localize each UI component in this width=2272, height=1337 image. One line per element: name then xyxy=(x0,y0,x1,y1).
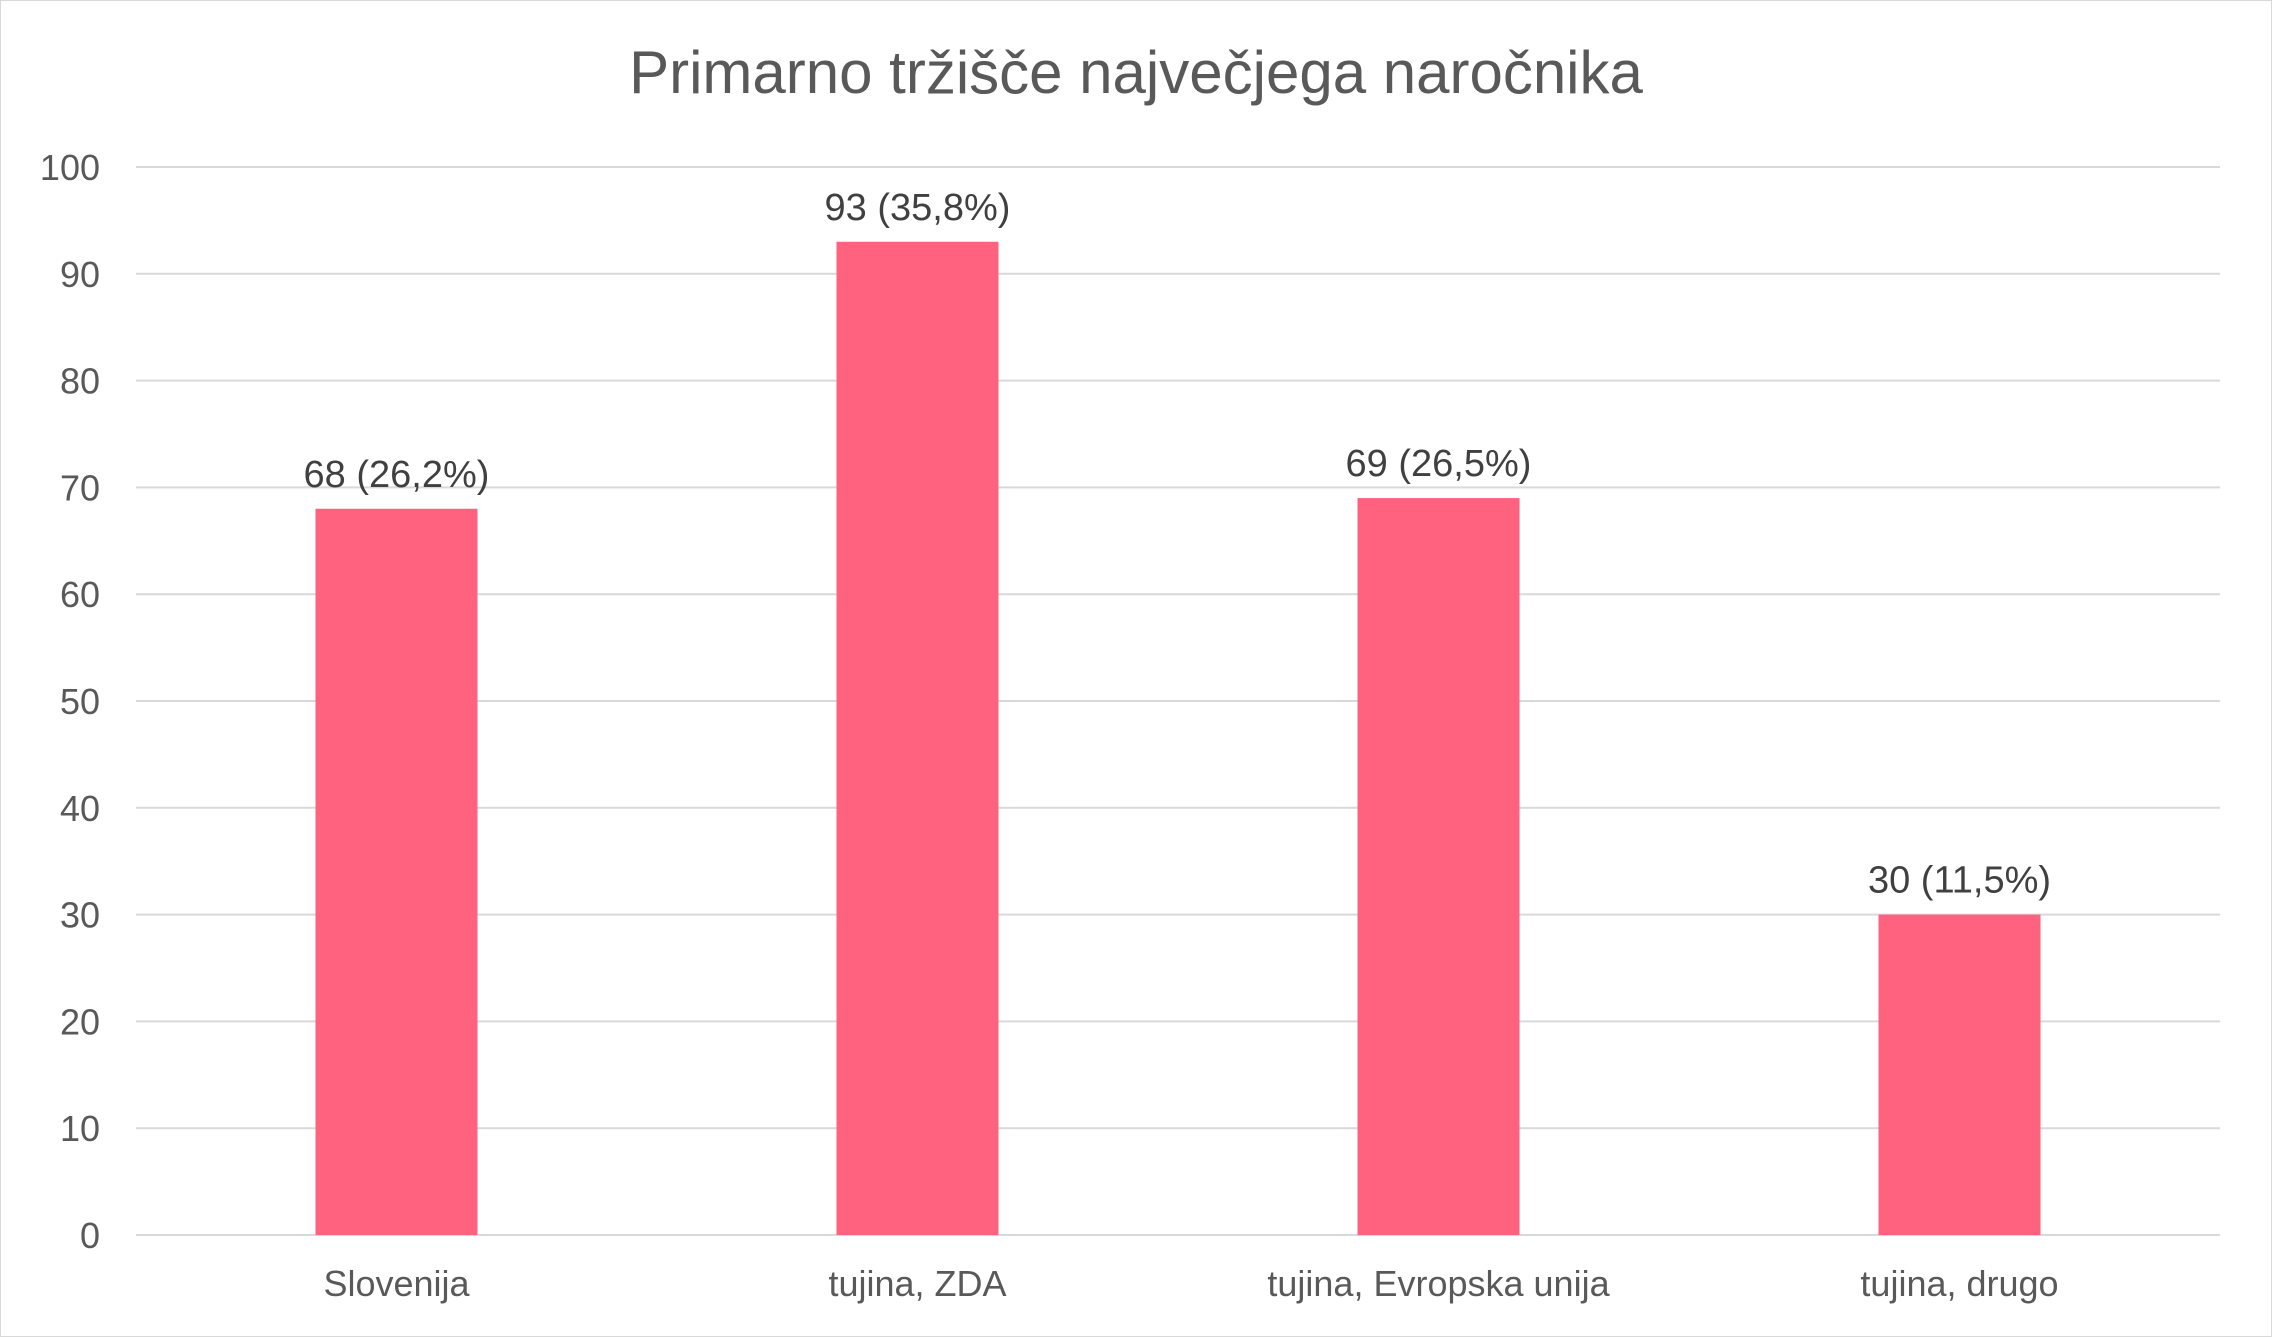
x-tick-label: tujina, ZDA xyxy=(828,1263,1006,1304)
y-tick-label: 10 xyxy=(60,1108,100,1149)
x-axis: Slovenija tujina, ZDA tujina, Evropska uni… xyxy=(323,1263,2058,1304)
chart-title: Primarno tržišče največjega naročnika xyxy=(629,39,1643,106)
y-tick-label: 40 xyxy=(60,788,100,829)
bar xyxy=(836,241,999,1235)
data-labels: 68 (26,2%) 93 (35,8%) 69 (26,5%) 30 (11,5%) xyxy=(304,187,2051,902)
bar xyxy=(1878,914,2041,1235)
y-tick-label: 30 xyxy=(60,895,100,936)
bars xyxy=(315,241,2041,1236)
gridlines xyxy=(136,166,2220,1236)
y-tick-label: 80 xyxy=(60,361,100,402)
y-tick-label: 60 xyxy=(60,574,100,615)
x-tick-label: tujina, drugo xyxy=(1860,1263,2058,1304)
x-tick-label: Slovenija xyxy=(323,1263,470,1304)
bar xyxy=(315,508,478,1235)
y-axis: 0 10 20 30 40 50 60 70 80 90 100 xyxy=(40,147,100,1256)
bar xyxy=(1357,498,1520,1236)
y-tick-label: 50 xyxy=(60,681,100,722)
data-label: 68 (26,2%) xyxy=(304,454,490,496)
data-label: 69 (26,5%) xyxy=(1346,443,1532,485)
y-tick-label: 0 xyxy=(80,1215,100,1256)
y-tick-label: 20 xyxy=(60,1001,100,1042)
x-tick-label: tujina, Evropska unija xyxy=(1267,1263,1610,1304)
y-tick-label: 100 xyxy=(40,147,100,188)
y-tick-label: 90 xyxy=(60,254,100,295)
data-label: 30 (11,5%) xyxy=(1868,860,2051,902)
y-tick-label: 70 xyxy=(60,467,100,508)
data-label: 93 (35,8%) xyxy=(825,187,1011,229)
